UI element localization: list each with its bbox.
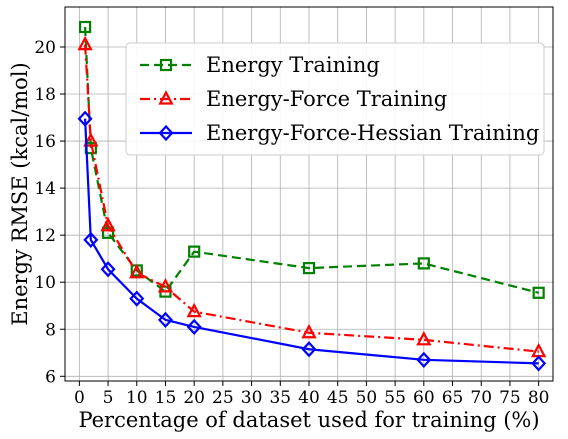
y-tick-label: 20 [34,38,56,58]
x-tick-label: 45 [327,388,349,408]
x-axis-title: Percentage of dataset used for training … [78,408,539,432]
x-tick-label: 55 [384,388,406,408]
series-diamond [77,110,547,372]
data-point [100,261,116,278]
y-tick-label: 16 [34,132,56,152]
data-point [186,302,202,318]
data-point [416,330,432,346]
series-triangle [77,35,547,358]
legend-entry: Energy-Force Training [140,87,447,111]
legend-marker [158,124,174,142]
x-tick-label: 20 [183,388,205,408]
legend-label: Energy-Force-Hessian Training [206,121,539,145]
series-line [83,44,539,353]
legend-marker [158,90,174,105]
x-tick-label: 80 [528,388,550,408]
data-point [417,257,430,270]
legend-marker [159,58,173,72]
y-tick-label: 10 [34,273,56,293]
legend-entry: Energy-Force-Hessian Training [140,121,539,145]
x-tick-label: 10 [126,388,148,408]
data-point [302,261,316,275]
x-tick-label: 25 [212,388,234,408]
data-point [532,286,545,299]
data-point [77,110,93,127]
legend-entry: Energy Training [140,53,380,77]
data-point [157,278,174,293]
series-lines [77,20,547,372]
data-point [78,20,92,34]
data-point [83,231,99,248]
x-tick-label: 50 [356,388,378,408]
y-tick-label: 18 [34,85,56,105]
x-tick-label: 0 [74,388,85,408]
y-tick-label: 6 [45,367,56,387]
data-point [83,132,99,147]
y-tick-label: 12 [34,226,56,246]
x-tick-label: 75 [499,388,521,408]
x-tick-label: 70 [470,388,492,408]
x-tick-label: 40 [298,388,320,408]
data-point [416,351,432,368]
data-point [301,341,317,358]
legend-label: Energy-Force Training [206,87,447,111]
x-tick-label: 65 [442,388,464,408]
series-line [83,118,539,365]
data-point [129,263,145,279]
x-tick-label: 60 [413,388,435,408]
legend-frame [125,42,545,156]
legend: Energy Training Energy-Force Training Ener… [125,42,545,156]
data-point [301,323,317,339]
y-axis-title: Energy RMSE (kcal/mol) [8,62,32,325]
y-tick-label: 8 [45,320,56,340]
x-tick-label: 5 [103,388,114,408]
series-line [83,26,539,294]
x-tick-label: 30 [241,388,263,408]
x-tick-label: 15 [155,388,177,408]
data-point [186,318,202,336]
y-tick-label: 14 [34,179,56,199]
data-point [157,311,173,328]
data-point [77,35,93,51]
data-point [188,245,201,258]
data-point [129,290,145,307]
data-point [531,355,547,372]
axis-ticks: 0 5 10 15 20 25 30 35 40 45 50 55 60 65 70 75 80 6 8 10 12 14… [34,38,549,408]
x-tick-label: 35 [269,388,291,408]
data-point [100,216,116,232]
legend-label: Energy Training [206,53,380,77]
